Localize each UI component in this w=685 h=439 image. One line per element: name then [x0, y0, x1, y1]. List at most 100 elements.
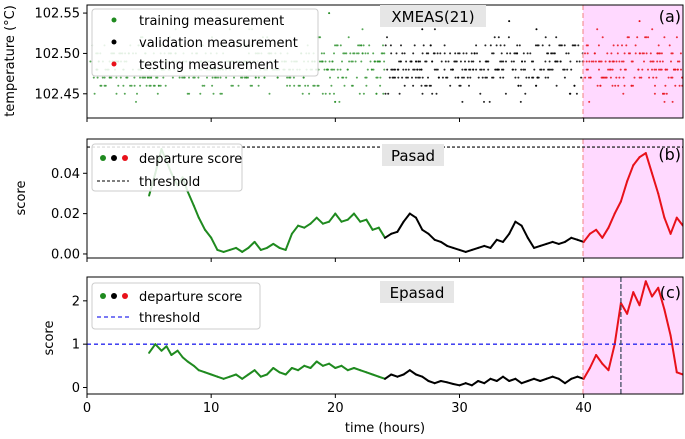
measurement-point [470, 52, 473, 55]
measurement-point [148, 76, 151, 79]
measurement-point [139, 84, 142, 87]
legend-label-threshold-b: threshold [139, 175, 200, 190]
score-segment [259, 373, 268, 378]
measurement-point [193, 76, 196, 79]
score-segment [303, 222, 312, 229]
measurement-point [328, 92, 331, 95]
measurement-point [382, 44, 384, 47]
measurement-point [301, 92, 304, 95]
measurement-point [622, 92, 625, 95]
measurement-point [101, 76, 104, 79]
measurement-point [381, 52, 384, 55]
x-ticks-a [86, 118, 585, 122]
score-segment [533, 244, 542, 249]
measurement-point [394, 76, 396, 79]
measurement-point [355, 76, 358, 79]
measurement-point [574, 44, 577, 47]
measurement-point [241, 76, 244, 79]
measurement-point [336, 44, 339, 47]
measurement-point [395, 52, 398, 55]
measurement-point [643, 60, 645, 63]
svg-text:0.02: 0.02 [51, 207, 80, 222]
measurement-point [323, 68, 326, 71]
score-segment [384, 232, 393, 239]
y-tick-c-0: 0 [72, 381, 87, 396]
score-segment [415, 216, 424, 231]
measurement-point [500, 52, 503, 55]
measurement-point [417, 76, 420, 79]
measurement-point [96, 76, 99, 79]
y-axis-label-b: score [14, 181, 29, 216]
score-segment [551, 375, 560, 380]
measurement-point [319, 36, 322, 39]
measurement-point [663, 92, 666, 95]
measurement-point [659, 52, 661, 55]
measurement-point [504, 92, 507, 95]
measurement-point [104, 84, 107, 87]
measurement-point [324, 60, 327, 63]
measurement-point [502, 68, 505, 71]
score-segment [272, 242, 281, 249]
score-segment [216, 375, 225, 380]
measurement-point [139, 76, 141, 79]
score-segment [464, 248, 473, 253]
panel-title-c: Epasad [380, 281, 454, 303]
score-segment [186, 190, 195, 207]
measurement-point [535, 28, 538, 31]
measurement-point [465, 68, 468, 71]
measurement-point [383, 60, 386, 63]
measurement-point [431, 92, 434, 95]
measurement-point [308, 92, 311, 95]
measurement-point [362, 44, 365, 47]
score-segment [619, 180, 629, 203]
score-segment [235, 246, 244, 253]
score-segment [181, 356, 189, 363]
score-segment [192, 204, 200, 219]
measurement-point [469, 68, 472, 71]
score-segment [651, 286, 660, 298]
measurement-point [555, 36, 558, 39]
measurement-point [540, 68, 543, 71]
svg-text:0.00: 0.00 [51, 247, 80, 262]
measurement-point [122, 84, 125, 87]
score-segment [377, 375, 386, 380]
measurement-point [663, 100, 666, 103]
measurement-point [394, 68, 397, 71]
measurement-point [231, 84, 234, 87]
score-segment [222, 248, 231, 253]
score-segment [483, 377, 492, 385]
measurement-point [477, 76, 480, 79]
measurement-point [323, 52, 326, 55]
score-segment [321, 362, 331, 367]
plot-frame-c [86, 276, 684, 395]
measurement-point [418, 76, 421, 79]
legend-marker-departure-c [100, 293, 128, 299]
measurement-point [559, 60, 562, 63]
score-segment [315, 360, 324, 367]
measurement-point [217, 76, 219, 79]
measurement-point [421, 92, 424, 95]
measurement-point [349, 52, 352, 55]
measurement-point [372, 52, 375, 55]
measurement-point [347, 36, 350, 39]
measurement-point [484, 44, 487, 47]
score-segment [613, 200, 622, 215]
measurement-point [157, 84, 160, 87]
measurement-point [617, 84, 620, 87]
measurement-point [145, 84, 148, 87]
measurement-point [671, 100, 674, 103]
measurement-point [678, 60, 681, 63]
measurement-point [458, 52, 461, 55]
measurement-point [519, 100, 522, 103]
measurement-point [469, 76, 472, 79]
score-segment [402, 369, 411, 376]
measurement-point [449, 52, 452, 55]
measurement-point [414, 76, 417, 79]
measurement-point [590, 60, 593, 63]
measurement-point [483, 68, 485, 71]
score-segment [502, 375, 511, 382]
svg-text:102.45: 102.45 [35, 87, 81, 102]
measurement-point [413, 68, 416, 71]
measurement-point [551, 52, 554, 55]
measurement-point [237, 84, 240, 87]
